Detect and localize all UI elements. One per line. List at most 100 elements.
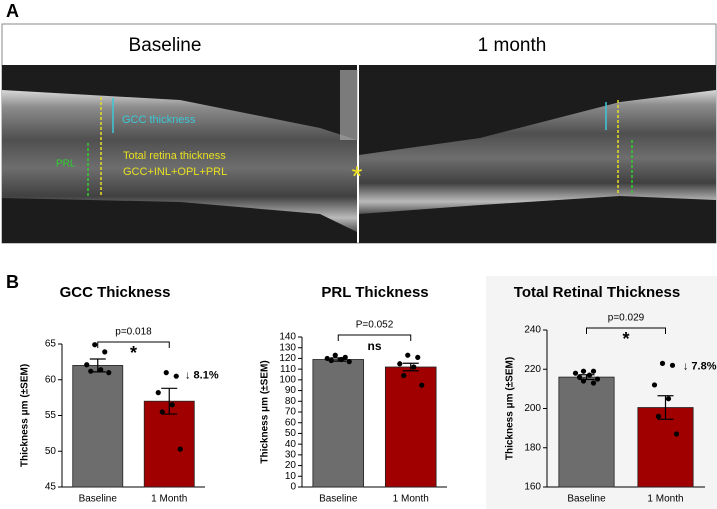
bar	[72, 365, 124, 488]
annotation: GCC thickness	[122, 114, 196, 126]
data-point	[84, 362, 90, 368]
y-tick-label: 80	[285, 396, 297, 407]
data-point	[594, 376, 601, 382]
x-tick-label: 1 Month	[393, 494, 429, 505]
data-point	[328, 357, 334, 364]
significance-bracket	[337, 334, 412, 341]
bar	[384, 366, 437, 488]
data-point	[411, 364, 417, 370]
bar	[312, 359, 365, 488]
y-tick-label: 90	[285, 385, 297, 396]
panel-label: B	[6, 272, 19, 292]
y-tick-label: 45	[45, 482, 57, 493]
data-point	[651, 382, 658, 388]
data-point	[102, 349, 108, 355]
y-tick-label: 70	[285, 407, 297, 418]
p-value: p=0.018	[115, 327, 152, 338]
significance-bracket	[97, 341, 170, 348]
data-point	[173, 373, 179, 379]
data-point	[169, 402, 175, 408]
data-point	[590, 380, 597, 386]
y-tick-label: 50	[45, 446, 57, 457]
x-tick-label: Baseline	[567, 494, 606, 505]
data-point	[673, 431, 680, 437]
y-tick-label: 130	[279, 342, 296, 353]
image-title: Baseline	[129, 35, 202, 56]
y-tick-label: 220	[524, 364, 541, 375]
data-point	[163, 370, 169, 376]
y-tick-label: 180	[524, 442, 541, 453]
y-tick-label: 200	[524, 403, 541, 414]
y-tick-label: 60	[45, 374, 57, 385]
significance: ns	[367, 339, 381, 353]
chart-title: PRL Thickness	[321, 284, 428, 301]
change-label: ↓ 8.1%	[185, 370, 219, 382]
y-tick-label: 55	[45, 410, 57, 421]
y-tick-label: 50	[285, 428, 297, 439]
y-tick-label: 20	[285, 460, 297, 471]
y-tick-label: 65	[45, 339, 57, 350]
p-value: P=0.052	[356, 320, 394, 331]
data-point	[155, 390, 161, 396]
retina-band	[2, 90, 357, 232]
y-tick-label: 10	[285, 471, 297, 482]
data-point	[397, 361, 403, 367]
panel-label: A	[6, 1, 19, 21]
y-tick-label: 240	[524, 325, 541, 336]
data-point	[572, 370, 579, 376]
y-tick-label: 160	[524, 482, 541, 493]
y-tick-label: 60	[285, 417, 297, 428]
chart-title: Total Retinal Thickness	[514, 284, 680, 301]
data-point	[405, 352, 411, 358]
y-axis-label: Thickness μm (±SEM)	[20, 364, 31, 467]
annotation: Total retina thickness	[123, 150, 226, 162]
significance-bracket	[586, 327, 666, 334]
data-point	[177, 446, 183, 452]
data-point	[401, 372, 407, 379]
change-label: ↓ 7.8%	[683, 360, 717, 372]
data-point	[655, 413, 662, 419]
data-point	[576, 374, 583, 380]
annotation: GCC+INL+OPL+PRL	[123, 166, 227, 178]
significance: *	[622, 329, 629, 349]
data-point	[665, 396, 672, 402]
data-point	[159, 409, 165, 415]
retina-band	[359, 90, 716, 214]
data-point	[659, 360, 666, 366]
x-tick-label: 1 Month	[647, 494, 683, 505]
y-tick-label: 100	[279, 374, 296, 385]
significance: *	[130, 343, 137, 363]
data-point	[332, 352, 338, 358]
y-tick-label: 110	[280, 364, 296, 375]
bar	[637, 407, 694, 488]
data-point	[88, 368, 94, 374]
y-tick-label: 40	[285, 439, 297, 450]
image-title: 1 month	[478, 35, 547, 56]
bar	[558, 376, 615, 488]
optic-nerve	[340, 70, 358, 140]
annotation: PRL	[56, 159, 76, 170]
data-point	[669, 362, 676, 368]
y-tick-label: 140	[279, 332, 296, 343]
x-tick-label: 1 Month	[151, 494, 187, 505]
x-tick-label: Baseline	[79, 494, 118, 505]
data-point	[590, 368, 597, 374]
p-value: p=0.029	[608, 313, 645, 324]
data-point	[346, 359, 352, 365]
y-axis-label: Thickness μm (±SEM)	[505, 357, 516, 460]
data-point	[98, 367, 104, 373]
data-point	[580, 368, 587, 374]
data-point	[338, 356, 344, 363]
data-point	[324, 355, 330, 362]
data-point	[419, 382, 425, 388]
data-point	[106, 370, 112, 376]
data-point	[342, 354, 348, 360]
x-tick-label: Baseline	[319, 494, 358, 505]
data-point	[92, 342, 98, 348]
y-tick-label: 0	[290, 482, 296, 493]
y-axis-label: Thickness μm (±SEM)	[260, 360, 271, 463]
data-point	[415, 354, 421, 360]
star-marker: *	[352, 160, 363, 191]
